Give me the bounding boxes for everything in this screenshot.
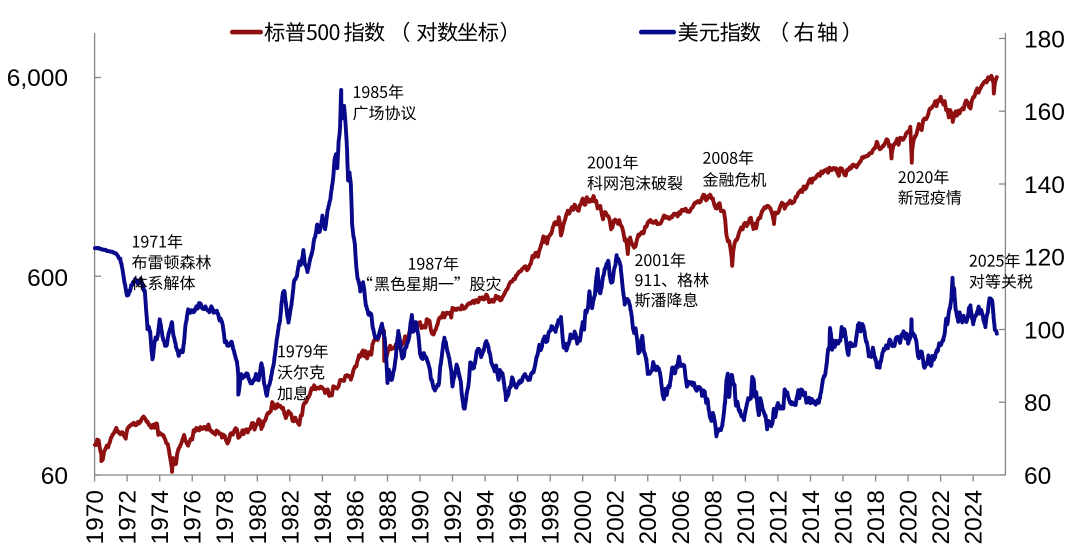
svg-text:160: 160 [1024, 99, 1065, 126]
svg-text:1988: 1988 [375, 490, 402, 545]
svg-text:1998: 1998 [538, 490, 565, 545]
svg-text:1994: 1994 [473, 490, 500, 545]
svg-text:2010: 2010 [733, 490, 760, 545]
svg-text:2014: 2014 [798, 490, 825, 545]
svg-text:6,000: 6,000 [7, 65, 68, 92]
svg-text:80: 80 [1024, 390, 1051, 417]
svg-text:120: 120 [1024, 245, 1065, 272]
svg-text:2016: 2016 [830, 490, 857, 545]
svg-text:1972: 1972 [115, 490, 142, 545]
svg-text:2002: 2002 [603, 490, 630, 545]
svg-text:60: 60 [41, 463, 68, 490]
svg-text:1970: 1970 [82, 490, 109, 545]
svg-text:2018: 2018 [863, 490, 890, 545]
svg-text:2020: 2020 [896, 490, 923, 545]
svg-text:2004: 2004 [635, 490, 662, 545]
svg-text:2024: 2024 [961, 490, 988, 545]
svg-text:1992: 1992 [440, 490, 467, 545]
svg-text:180: 180 [1024, 26, 1065, 53]
svg-text:1980: 1980 [245, 490, 272, 545]
svg-text:2008: 2008 [700, 490, 727, 545]
svg-text:140: 140 [1024, 172, 1065, 199]
svg-text:1986: 1986 [342, 490, 369, 545]
svg-text:2022: 2022 [928, 490, 955, 545]
svg-text:1990: 1990 [407, 490, 434, 545]
svg-text:1984: 1984 [310, 490, 337, 545]
svg-text:2012: 2012 [765, 490, 792, 545]
svg-text:100: 100 [1024, 317, 1065, 344]
svg-text:1976: 1976 [180, 490, 207, 545]
svg-text:1996: 1996 [505, 490, 532, 545]
svg-text:2000: 2000 [570, 490, 597, 545]
svg-text:1978: 1978 [212, 490, 239, 545]
svg-text:600: 600 [27, 265, 68, 292]
svg-text:1974: 1974 [147, 490, 174, 545]
svg-text:60: 60 [1024, 463, 1051, 490]
svg-text:2006: 2006 [668, 490, 695, 545]
svg-text:1982: 1982 [277, 490, 304, 545]
